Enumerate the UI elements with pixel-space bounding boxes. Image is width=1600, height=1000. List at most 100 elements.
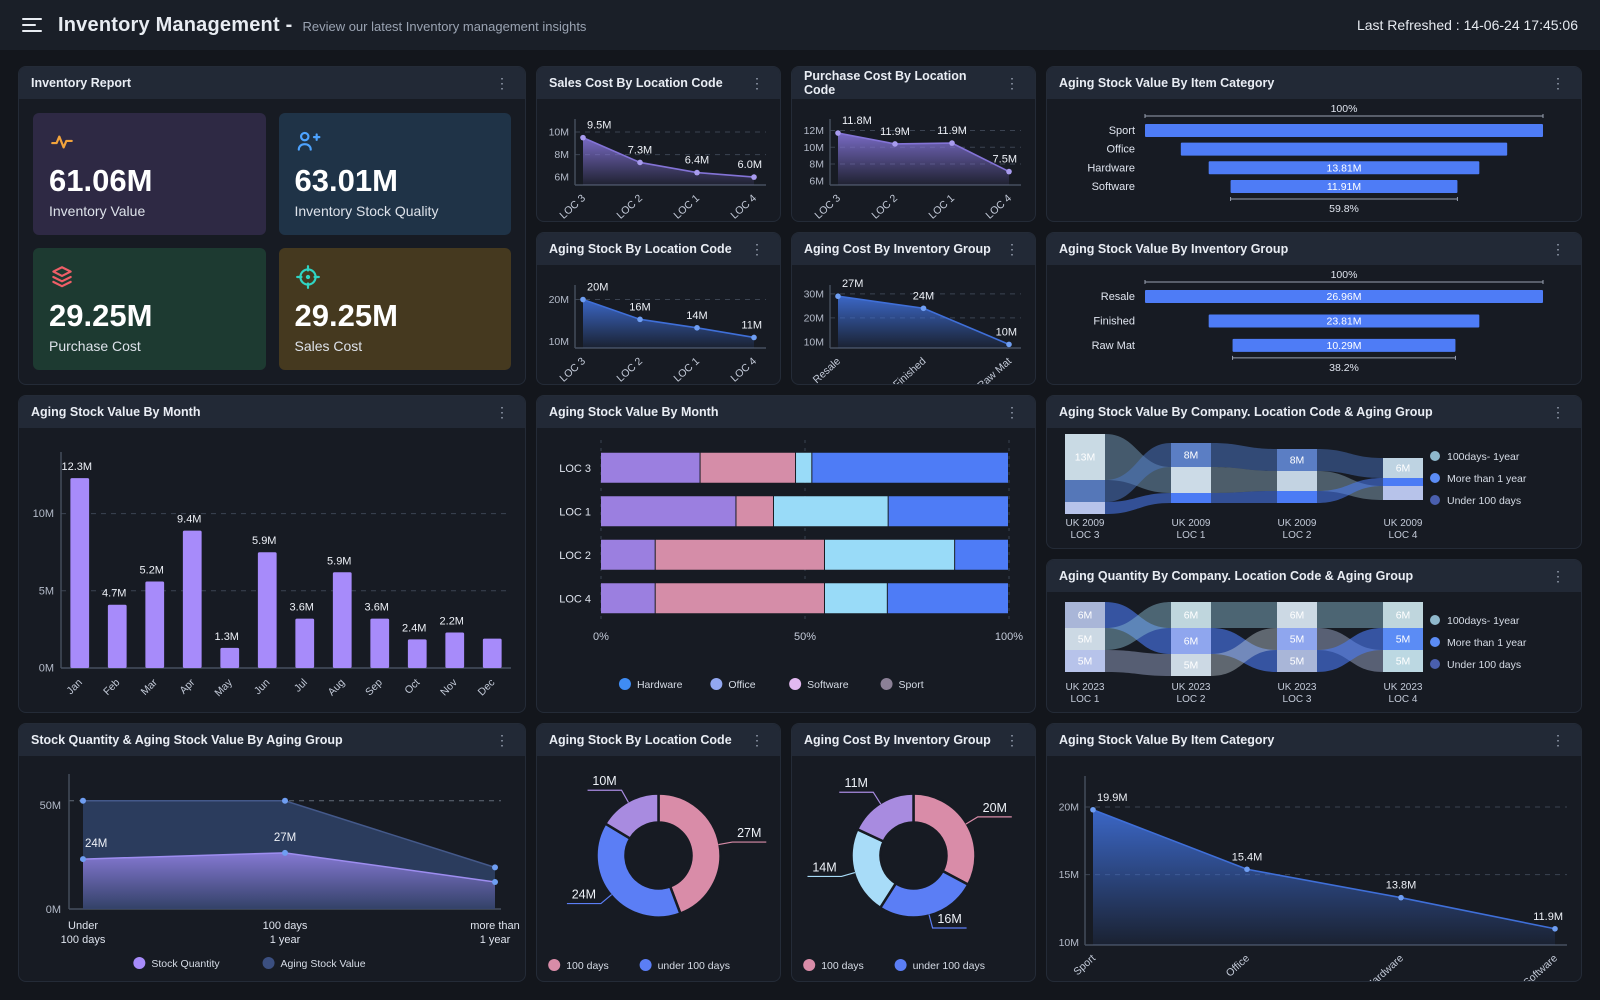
svg-text:LOC 3: LOC 3 bbox=[1071, 530, 1100, 541]
kebab-menu-icon[interactable]: ⋮ bbox=[495, 404, 509, 420]
svg-text:5M: 5M bbox=[1290, 634, 1305, 646]
kpi-label: Purchase Cost bbox=[49, 338, 141, 354]
svg-text:Feb: Feb bbox=[101, 677, 122, 698]
card-sales-cost-by-location: Sales Cost By Location Code ⋮ 6M 8M 10M 9.5M… bbox=[536, 66, 781, 222]
svg-text:Sport: Sport bbox=[1071, 952, 1098, 978]
svg-text:Sep: Sep bbox=[363, 677, 385, 699]
card-aging-cost-by-inventory-group: Aging Cost By Inventory Group ⋮ 10M 20M 30M… bbox=[791, 232, 1036, 385]
kebab-menu-icon[interactable]: ⋮ bbox=[1005, 732, 1019, 748]
sales-cost-area-chart: 6M 8M 10M 9.5M 7.3M 6.4M 6.0M LOC 3 LOC 2 LOC 1 LO… bbox=[549, 119, 766, 221]
svg-text:Stock Quantity: Stock Quantity bbox=[151, 958, 220, 970]
kebab-menu-icon[interactable]: ⋮ bbox=[1005, 241, 1019, 257]
svg-text:LOC 2: LOC 2 bbox=[559, 550, 591, 562]
svg-text:9.4M: 9.4M bbox=[177, 514, 201, 526]
svg-text:16M: 16M bbox=[937, 912, 961, 926]
svg-text:Software: Software bbox=[807, 679, 849, 691]
card-title: Aging Stock Value By Month bbox=[31, 405, 201, 419]
svg-text:16M: 16M bbox=[629, 301, 650, 313]
svg-text:LOC 4: LOC 4 bbox=[1389, 530, 1418, 541]
kpi-value: 29.25M bbox=[294, 298, 398, 333]
svg-text:100 days: 100 days bbox=[566, 960, 609, 972]
kpi-purchase-cost: 29.25M Purchase Cost bbox=[33, 248, 266, 370]
svg-text:100 days: 100 days bbox=[61, 934, 106, 946]
kebab-menu-icon[interactable]: ⋮ bbox=[1551, 568, 1565, 584]
card-aging-stock-value-by-month-stacked: Aging Stock Value By Month ⋮ 0% 50% 100% LOC… bbox=[536, 395, 1036, 713]
svg-text:LOC 4: LOC 4 bbox=[1389, 694, 1418, 705]
svg-text:11M: 11M bbox=[845, 776, 868, 790]
card-aging-quantity-sankey: Aging Quantity By Company. Location Code… bbox=[1046, 559, 1582, 713]
svg-text:1 year: 1 year bbox=[270, 934, 301, 946]
svg-text:Resale: Resale bbox=[811, 355, 843, 384]
svg-text:13M: 13M bbox=[1075, 452, 1095, 464]
svg-text:Hardware: Hardware bbox=[637, 679, 683, 691]
svg-text:27M: 27M bbox=[842, 278, 863, 290]
svg-text:19.9M: 19.9M bbox=[1097, 792, 1128, 804]
card-title: Inventory Report bbox=[31, 76, 132, 90]
kebab-menu-icon[interactable]: ⋮ bbox=[750, 732, 764, 748]
svg-text:LOC 4: LOC 4 bbox=[559, 593, 591, 605]
svg-text:6M: 6M bbox=[1396, 610, 1411, 622]
pulse-icon bbox=[51, 135, 73, 149]
kebab-menu-icon[interactable]: ⋮ bbox=[495, 732, 509, 748]
kebab-menu-icon[interactable]: ⋮ bbox=[1551, 732, 1565, 748]
card-title: Aging Quantity By Company. Location Code… bbox=[1059, 569, 1414, 583]
aging-stock-donut-chart: 27M 24M 10M 100 days under 100 days bbox=[548, 774, 767, 972]
svg-text:11.9M: 11.9M bbox=[937, 125, 967, 137]
kpi-tiles: 61.06M Inventory Value 63.01M Inventory … bbox=[19, 99, 525, 384]
card-title: Aging Stock Value By Company. Location C… bbox=[1059, 405, 1433, 419]
kebab-menu-icon[interactable]: ⋮ bbox=[1551, 241, 1565, 257]
svg-text:LOC 3: LOC 3 bbox=[1283, 694, 1312, 705]
svg-text:5.2M: 5.2M bbox=[140, 565, 164, 577]
sankey-column: Aging Stock Value By Company. Location C… bbox=[1046, 395, 1582, 713]
kebab-menu-icon[interactable]: ⋮ bbox=[495, 75, 509, 91]
svg-text:23.81M: 23.81M bbox=[1326, 315, 1361, 327]
kebab-menu-icon[interactable]: ⋮ bbox=[750, 241, 764, 257]
kebab-menu-icon[interactable]: ⋮ bbox=[1005, 404, 1019, 420]
svg-text:14M: 14M bbox=[812, 860, 836, 874]
svg-text:3.6M: 3.6M bbox=[365, 602, 389, 614]
svg-text:20M: 20M bbox=[804, 312, 824, 324]
svg-text:Office: Office bbox=[1224, 952, 1252, 979]
svg-text:UK 2023: UK 2023 bbox=[1278, 682, 1317, 693]
svg-text:13.81M: 13.81M bbox=[1326, 162, 1361, 174]
svg-text:Finished: Finished bbox=[1093, 315, 1135, 327]
svg-text:10M: 10M bbox=[592, 774, 616, 788]
svg-text:6M: 6M bbox=[1184, 636, 1199, 648]
svg-text:10M: 10M bbox=[549, 336, 569, 348]
svg-text:Dec: Dec bbox=[476, 677, 498, 699]
svg-text:LOC 1: LOC 1 bbox=[559, 506, 591, 518]
item-category-area-chart: 10M 15M 20M 19.9M 15.4M 13.8M 11.9M Sport Office… bbox=[1059, 776, 1567, 981]
svg-text:Software: Software bbox=[1092, 181, 1135, 193]
card-aging-stock-value-by-inventory-group: Aging Stock Value By Inventory Group ⋮ 10… bbox=[1046, 232, 1582, 385]
card-header: Inventory Report ⋮ bbox=[19, 67, 525, 99]
kpi-label: Inventory Value bbox=[49, 203, 146, 219]
layers-icon bbox=[52, 266, 72, 288]
svg-text:Aug: Aug bbox=[326, 677, 348, 699]
svg-text:LOC 3: LOC 3 bbox=[559, 463, 591, 475]
hamburger-menu-icon[interactable] bbox=[22, 18, 42, 32]
svg-text:100 days: 100 days bbox=[263, 920, 308, 932]
svg-text:Raw Mat: Raw Mat bbox=[975, 355, 1014, 384]
svg-text:LOC 2: LOC 2 bbox=[869, 192, 900, 221]
kebab-menu-icon[interactable]: ⋮ bbox=[750, 75, 764, 91]
svg-text:14M: 14M bbox=[686, 310, 707, 322]
kebab-menu-icon[interactable]: ⋮ bbox=[1551, 75, 1565, 91]
kpi-inventory-stock-quality: 63.01M Inventory Stock Quality bbox=[278, 113, 511, 235]
kebab-menu-icon[interactable]: ⋮ bbox=[1551, 404, 1565, 420]
card-title: Purchase Cost By Location Code bbox=[804, 69, 967, 97]
svg-text:LOC 2: LOC 2 bbox=[614, 192, 645, 221]
svg-text:8M: 8M bbox=[809, 159, 824, 171]
svg-text:5M: 5M bbox=[1396, 634, 1411, 646]
item-category-funnel-chart: 100% Sport Office Hardware 13.81M Software 11.… bbox=[1087, 103, 1544, 215]
svg-text:11.8M: 11.8M bbox=[842, 115, 872, 127]
kpi-label: Inventory Stock Quality bbox=[294, 203, 439, 219]
svg-text:10M: 10M bbox=[996, 326, 1017, 338]
svg-text:0%: 0% bbox=[593, 631, 609, 643]
kebab-menu-icon[interactable]: ⋮ bbox=[1005, 75, 1019, 91]
card-title: Aging Stock By Location Code bbox=[549, 242, 732, 256]
svg-text:LOC 4: LOC 4 bbox=[728, 355, 759, 384]
svg-text:0M: 0M bbox=[46, 904, 61, 916]
card-title: Aging Stock Value By Month bbox=[549, 405, 719, 419]
svg-text:Raw Mat: Raw Mat bbox=[1092, 340, 1135, 352]
